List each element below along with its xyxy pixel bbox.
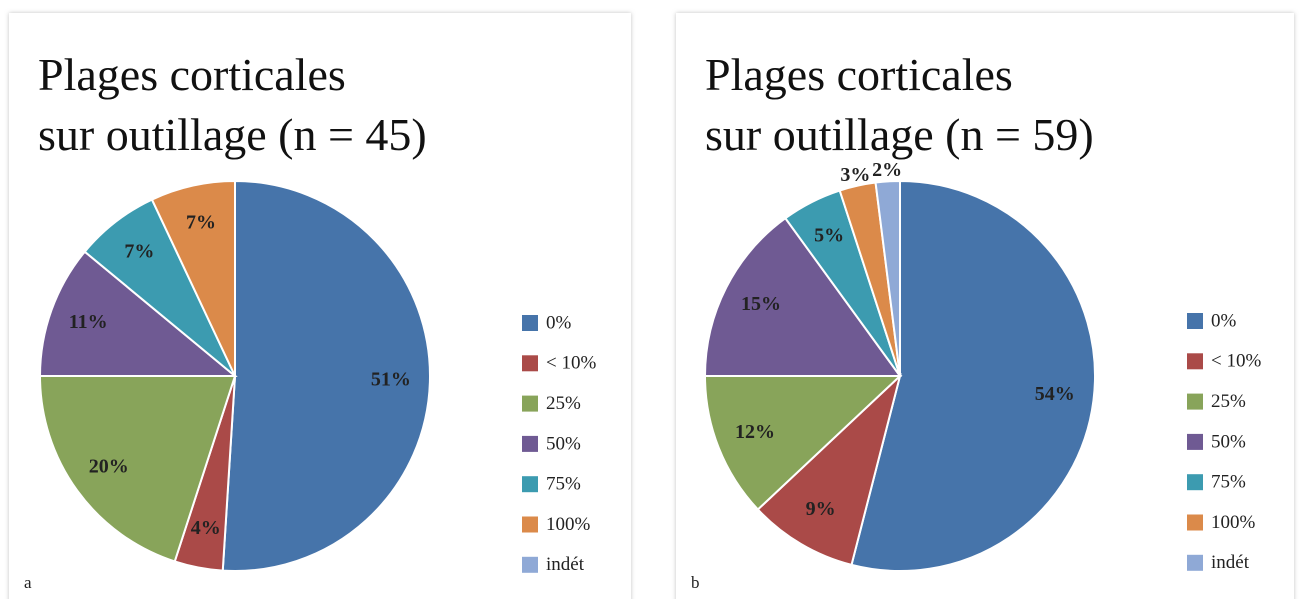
data-label: 7% (124, 240, 154, 262)
legend-label: < 10% (1211, 351, 1261, 372)
legend-swatch (1187, 313, 1203, 329)
legend-label: < 10% (546, 353, 596, 374)
legend-label: 25% (1211, 391, 1246, 412)
legend-swatch (522, 315, 538, 331)
legend-swatch (1187, 514, 1203, 531)
data-label: 3% (840, 164, 870, 186)
pie-slice (850, 179, 1096, 572)
data-label: 4% (191, 517, 221, 539)
legend-label: 100% (1211, 512, 1256, 533)
data-label: 12% (735, 421, 775, 443)
legend-swatch (522, 516, 538, 533)
data-label: 2% (872, 159, 902, 181)
pie-slice (38, 375, 237, 563)
data-label: 15% (741, 293, 781, 315)
legend-swatch (522, 556, 538, 573)
pie-slice (756, 372, 902, 567)
legend-label: 50% (1211, 431, 1246, 452)
legend-swatch (522, 395, 538, 412)
chart-title: Plages corticales (705, 49, 1013, 100)
pie-slice (38, 250, 238, 377)
legend-swatch (522, 355, 538, 372)
legend-label: 75% (1211, 472, 1246, 493)
data-label: 20% (89, 455, 129, 477)
legend-swatch (522, 476, 538, 493)
chart-title: Plages corticales (38, 49, 346, 100)
pie-slice (703, 375, 903, 511)
legend-label: 50% (546, 433, 581, 454)
legend-label: 100% (546, 514, 591, 535)
data-label: 9% (806, 498, 836, 520)
data-label: 5% (814, 225, 844, 247)
legend-swatch (1187, 474, 1203, 491)
data-label: 7% (186, 211, 216, 233)
pie-slice (221, 179, 431, 572)
panel-label: a (24, 573, 32, 592)
legend-swatch (1187, 433, 1203, 450)
legend-swatch (1187, 353, 1203, 370)
panel-label: b (691, 573, 700, 592)
pie-slice (150, 179, 236, 377)
legend-swatch (1187, 554, 1203, 571)
legend-label: 0% (1211, 310, 1237, 331)
legend-swatch (1187, 393, 1203, 410)
data-label: 54% (1035, 383, 1075, 405)
data-label: 51% (371, 368, 411, 390)
pie-slice (703, 216, 902, 377)
legend-label: 25% (546, 393, 581, 414)
legend-label: indét (546, 554, 585, 575)
legend-label: 75% (546, 474, 581, 495)
chart-title: sur outillage (n = 45) (38, 109, 427, 160)
pie-slice (874, 179, 901, 377)
legend-swatch (522, 435, 538, 452)
chart-title: sur outillage (n = 59) (705, 109, 1094, 160)
legend-label: indét (1211, 552, 1250, 573)
legend-label: 0% (546, 312, 572, 333)
data-label: 11% (69, 311, 108, 333)
